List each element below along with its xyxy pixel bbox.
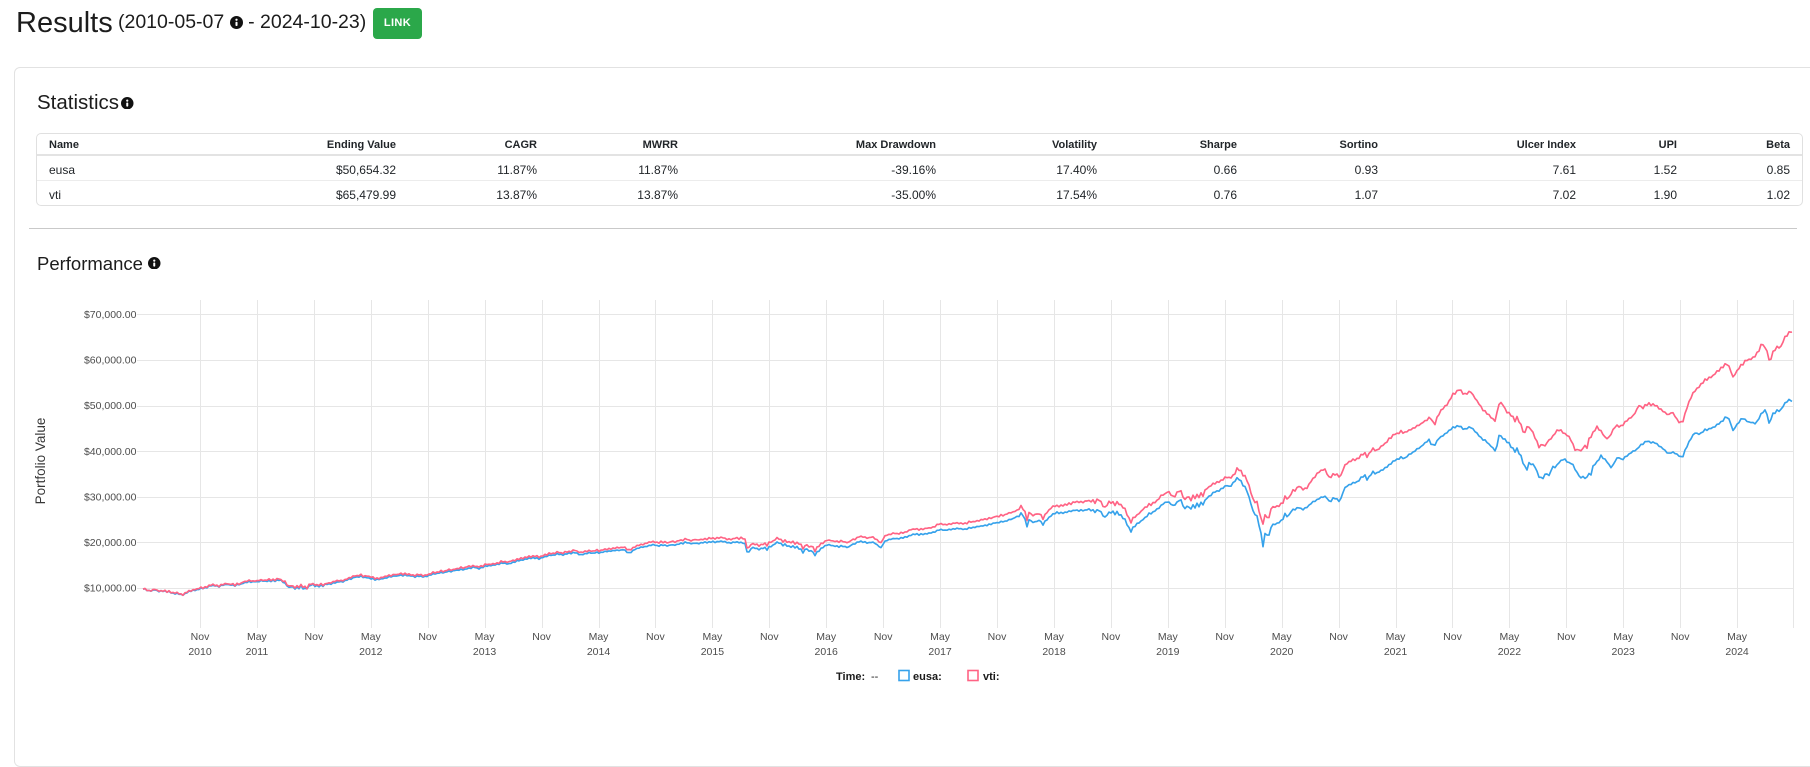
svg-text:May: May: [1158, 631, 1179, 643]
svg-text:May: May: [475, 631, 496, 643]
svg-text:Nov: Nov: [760, 631, 779, 643]
svg-text:May: May: [702, 631, 723, 643]
svg-text:$70,000.00: $70,000.00: [84, 309, 137, 321]
svg-text:2022: 2022: [1498, 646, 1522, 658]
svg-text:Nov: Nov: [1443, 631, 1462, 643]
svg-text:Nov: Nov: [305, 631, 324, 643]
svg-text:Time:: Time:: [836, 671, 865, 683]
svg-text:May: May: [1499, 631, 1520, 643]
svg-text:May: May: [361, 631, 382, 643]
svg-text:2023: 2023: [1612, 646, 1636, 658]
svg-text:2024: 2024: [1725, 646, 1749, 658]
svg-text:$50,000.00: $50,000.00: [84, 400, 137, 412]
svg-text:Nov: Nov: [1557, 631, 1576, 643]
svg-text:2012: 2012: [359, 646, 383, 658]
svg-text:vti:: vti:: [983, 671, 1000, 683]
svg-text:Nov: Nov: [646, 631, 665, 643]
svg-text:May: May: [816, 631, 837, 643]
svg-text:2021: 2021: [1384, 646, 1408, 658]
svg-text:2014: 2014: [587, 646, 611, 658]
svg-text:May: May: [589, 631, 610, 643]
svg-text:May: May: [247, 631, 268, 643]
svg-text:2013: 2013: [473, 646, 497, 658]
svg-text:Portfolio Value: Portfolio Value: [33, 418, 48, 505]
svg-text:Nov: Nov: [988, 631, 1007, 643]
svg-text:--: --: [871, 671, 879, 683]
svg-text:$40,000.00: $40,000.00: [84, 446, 137, 458]
svg-text:May: May: [930, 631, 951, 643]
svg-text:2019: 2019: [1156, 646, 1180, 658]
svg-text:$60,000.00: $60,000.00: [84, 355, 137, 367]
svg-text:May: May: [1727, 631, 1748, 643]
svg-text:Nov: Nov: [1329, 631, 1348, 643]
svg-text:$10,000.00: $10,000.00: [84, 583, 137, 595]
svg-text:$30,000.00: $30,000.00: [84, 491, 137, 503]
svg-text:May: May: [1613, 631, 1634, 643]
svg-text:eusa:: eusa:: [913, 671, 942, 683]
svg-text:Nov: Nov: [1671, 631, 1690, 643]
svg-text:Nov: Nov: [1102, 631, 1121, 643]
svg-text:2011: 2011: [246, 646, 269, 658]
svg-text:2018: 2018: [1042, 646, 1066, 658]
svg-text:May: May: [1386, 631, 1407, 643]
svg-text:Nov: Nov: [418, 631, 437, 643]
svg-text:Nov: Nov: [874, 631, 893, 643]
svg-text:2016: 2016: [815, 646, 839, 658]
svg-text:2010: 2010: [188, 646, 212, 658]
svg-text:$20,000.00: $20,000.00: [84, 537, 137, 549]
svg-text:Nov: Nov: [1215, 631, 1234, 643]
svg-text:May: May: [1272, 631, 1293, 643]
svg-text:Nov: Nov: [191, 631, 210, 643]
svg-text:2020: 2020: [1270, 646, 1294, 658]
svg-text:2015: 2015: [701, 646, 725, 658]
svg-text:May: May: [1044, 631, 1065, 643]
svg-text:Nov: Nov: [532, 631, 551, 643]
svg-text:2017: 2017: [928, 646, 952, 658]
